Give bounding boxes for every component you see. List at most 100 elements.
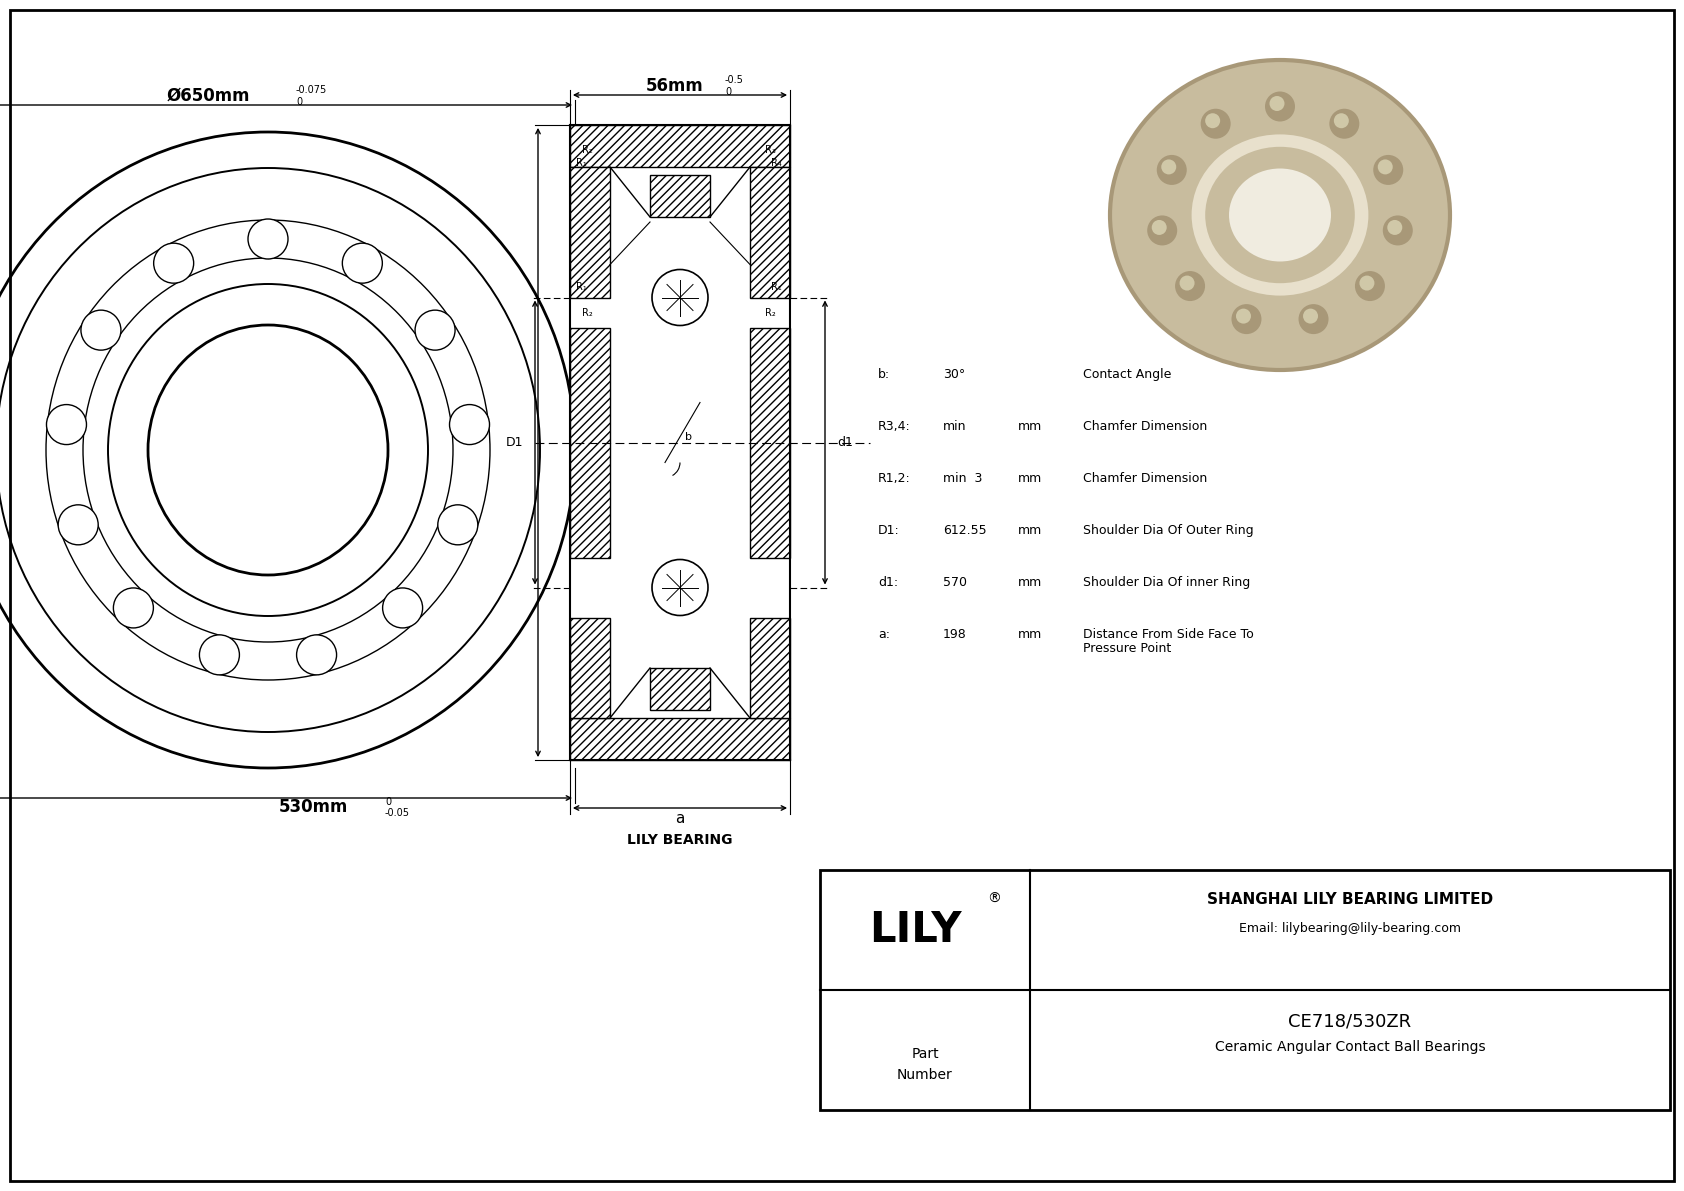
Circle shape: [1162, 160, 1175, 174]
Text: Chamfer Dimension: Chamfer Dimension: [1083, 420, 1207, 434]
Text: mm: mm: [1019, 524, 1042, 537]
Bar: [650, 175, 711, 217]
Circle shape: [153, 243, 194, 283]
Bar: [569, 617, 610, 718]
Text: 0: 0: [726, 87, 731, 96]
Text: b:: b:: [877, 368, 891, 381]
Circle shape: [1388, 220, 1403, 235]
Text: 612.55: 612.55: [943, 524, 987, 537]
Circle shape: [1265, 92, 1295, 121]
Circle shape: [652, 560, 707, 616]
Bar: [749, 328, 790, 557]
Text: Number: Number: [898, 1068, 953, 1081]
Circle shape: [414, 310, 455, 350]
Circle shape: [1179, 275, 1194, 291]
Text: d1:: d1:: [877, 576, 898, 590]
Circle shape: [81, 310, 121, 350]
Circle shape: [1231, 304, 1261, 335]
Circle shape: [1236, 308, 1251, 324]
Circle shape: [1270, 96, 1285, 111]
Circle shape: [1147, 216, 1177, 245]
Circle shape: [1298, 304, 1329, 335]
Text: R₂: R₂: [583, 145, 593, 155]
Text: Shoulder Dia Of inner Ring: Shoulder Dia Of inner Ring: [1083, 576, 1250, 590]
Text: Chamfer Dimension: Chamfer Dimension: [1083, 472, 1207, 485]
Text: b: b: [685, 432, 692, 443]
Circle shape: [652, 269, 707, 325]
Text: R3,4:: R3,4:: [877, 420, 911, 434]
Text: 30°: 30°: [943, 368, 965, 381]
Text: -0.075: -0.075: [296, 85, 327, 95]
Text: Distance From Side Face To: Distance From Side Face To: [1083, 628, 1255, 641]
Text: Ø650mm: Ø650mm: [167, 87, 249, 105]
Text: min  3: min 3: [943, 472, 982, 485]
Text: a: a: [675, 811, 685, 827]
Text: D1: D1: [505, 436, 524, 449]
Text: R₂: R₂: [765, 307, 776, 318]
Text: -0.05: -0.05: [386, 807, 409, 818]
Bar: [569, 328, 610, 557]
Circle shape: [113, 588, 153, 628]
Text: min: min: [943, 420, 967, 434]
Text: 0: 0: [296, 96, 301, 107]
Text: Email: lilybearing@lily-bearing.com: Email: lilybearing@lily-bearing.com: [1239, 922, 1462, 935]
Text: R1,2:: R1,2:: [877, 472, 911, 485]
Text: R₃: R₃: [765, 145, 776, 155]
Circle shape: [1372, 155, 1403, 185]
Circle shape: [438, 505, 478, 544]
Ellipse shape: [1192, 135, 1369, 295]
Circle shape: [1303, 308, 1319, 324]
Text: mm: mm: [1019, 472, 1042, 485]
Circle shape: [1201, 108, 1231, 138]
Text: d1: d1: [837, 436, 852, 449]
Bar: [749, 167, 790, 298]
Circle shape: [1152, 220, 1167, 235]
Text: Part: Part: [911, 1047, 938, 1061]
Text: 198: 198: [943, 628, 967, 641]
Circle shape: [1329, 108, 1359, 138]
Text: SHANGHAI LILY BEARING LIMITED: SHANGHAI LILY BEARING LIMITED: [1207, 892, 1494, 908]
Text: mm: mm: [1019, 576, 1042, 590]
Ellipse shape: [1110, 60, 1450, 370]
Bar: [820, 869, 1671, 1110]
Circle shape: [1378, 160, 1393, 174]
Text: -0.5: -0.5: [726, 75, 744, 85]
Text: Ceramic Angular Contact Ball Bearings: Ceramic Angular Contact Ball Bearings: [1214, 1040, 1485, 1054]
Circle shape: [296, 635, 337, 675]
Ellipse shape: [1229, 168, 1330, 262]
Text: LILY BEARING: LILY BEARING: [626, 833, 733, 847]
Circle shape: [450, 405, 490, 444]
Text: R₁: R₁: [771, 282, 781, 293]
Bar: [749, 617, 790, 718]
Text: R₄: R₄: [771, 158, 781, 168]
Circle shape: [1175, 272, 1206, 301]
Circle shape: [382, 588, 423, 628]
Circle shape: [1359, 275, 1374, 291]
Circle shape: [1356, 272, 1384, 301]
Circle shape: [1206, 113, 1221, 129]
Ellipse shape: [1206, 146, 1356, 283]
Text: R₂: R₂: [583, 307, 593, 318]
Circle shape: [199, 635, 239, 675]
Text: R₁: R₁: [576, 158, 586, 168]
Circle shape: [1383, 216, 1413, 245]
Bar: [650, 668, 711, 710]
Text: mm: mm: [1019, 420, 1042, 434]
Text: LILY: LILY: [869, 909, 962, 950]
Text: D1:: D1:: [877, 524, 899, 537]
Bar: [569, 718, 790, 760]
Text: CE718/530ZR: CE718/530ZR: [1288, 1012, 1411, 1030]
Text: mm: mm: [1019, 628, 1042, 641]
Text: Shoulder Dia Of Outer Ring: Shoulder Dia Of Outer Ring: [1083, 524, 1253, 537]
Circle shape: [59, 505, 98, 544]
Text: a:: a:: [877, 628, 891, 641]
Text: Contact Angle: Contact Angle: [1083, 368, 1172, 381]
Bar: [569, 125, 790, 167]
Text: ®: ®: [987, 892, 1000, 906]
Circle shape: [248, 219, 288, 258]
Text: 530mm: 530mm: [278, 798, 347, 816]
Text: 570: 570: [943, 576, 967, 590]
Circle shape: [1157, 155, 1187, 185]
Circle shape: [47, 405, 86, 444]
Text: 0: 0: [386, 797, 391, 807]
